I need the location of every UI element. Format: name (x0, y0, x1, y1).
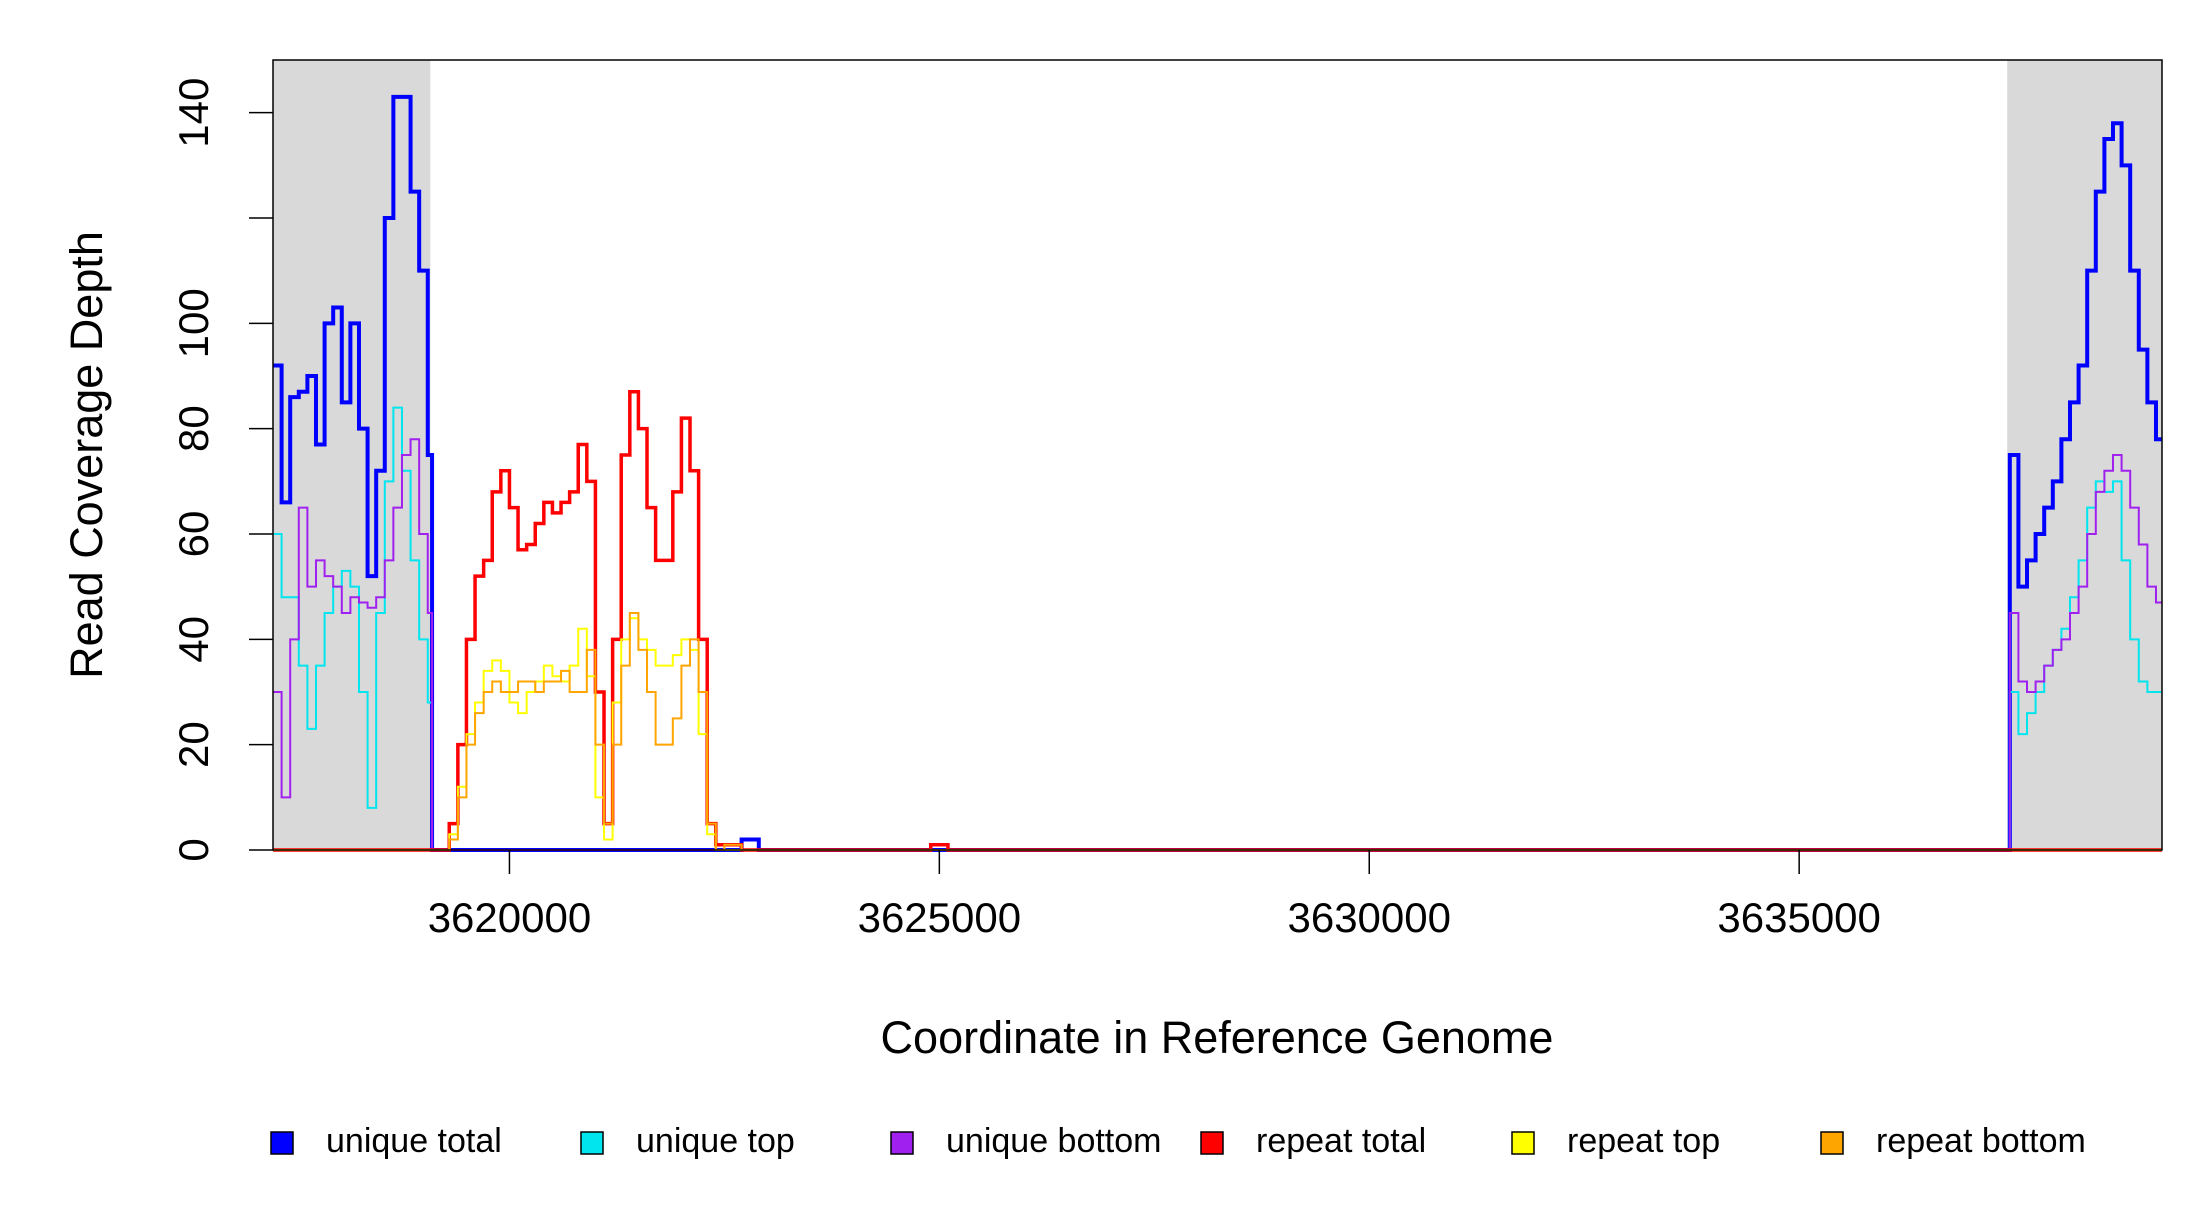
legend-swatch (580, 1131, 604, 1155)
legend-label: unique top (636, 1122, 795, 1160)
legend-item: repeat top (1511, 1122, 1720, 1160)
series-line (273, 406, 2162, 851)
y-axis-title: Read Coverage Depth (61, 231, 112, 679)
series-line (273, 390, 2162, 852)
y-tick-label: 20 (170, 721, 217, 768)
x-tick-label: 3620000 (428, 894, 592, 941)
y-tick-label: 0 (170, 838, 217, 861)
legend-label: repeat total (1256, 1122, 1426, 1160)
legend-label: repeat bottom (1876, 1122, 2086, 1160)
legend-item: repeat total (1200, 1122, 1426, 1160)
series-line (273, 612, 2162, 851)
legend-label: unique bottom (946, 1122, 1162, 1160)
series-line (273, 617, 2162, 851)
x-axis-title: Coordinate in Reference Genome (881, 1012, 1554, 1063)
legend-swatch (890, 1131, 914, 1155)
y-tick-label: 40 (170, 616, 217, 663)
series-line (273, 94, 2162, 852)
legend-swatch (270, 1131, 294, 1155)
legend-swatch (1200, 1131, 1224, 1155)
x-tick-label: 3625000 (858, 894, 1022, 941)
legend-label: repeat top (1567, 1122, 1720, 1160)
legend-item: unique total (270, 1122, 502, 1160)
x-tick-label: 3630000 (1287, 894, 1451, 941)
legend-swatch (1511, 1131, 1535, 1155)
plot-frame (272, 59, 2163, 851)
legend-item: unique top (580, 1122, 795, 1160)
legend-item: repeat bottom (1820, 1122, 2086, 1160)
y-tick-label: 60 (170, 511, 217, 558)
shaded-region (2007, 60, 2162, 850)
legend-swatch (1820, 1131, 1844, 1155)
y-tick-label: 140 (170, 78, 217, 148)
series-line (273, 438, 2162, 851)
x-tick-label: 3635000 (1717, 894, 1881, 941)
legend-item: unique bottom (890, 1122, 1162, 1160)
legend-label: unique total (326, 1122, 502, 1160)
y-tick-label: 100 (170, 288, 217, 358)
y-tick-label: 80 (170, 405, 217, 452)
